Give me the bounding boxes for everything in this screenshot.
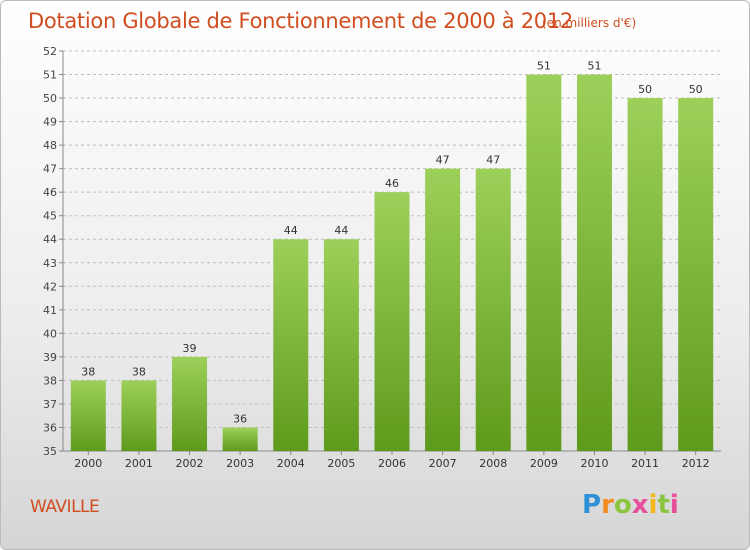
logo-letter: i [669,490,679,520]
bar [526,74,562,451]
bar [475,168,511,451]
y-tick-label: 41 [43,304,57,317]
commune-name: WAVILLE [30,497,100,517]
bar [576,74,612,451]
x-tick-label: 2003 [226,457,254,470]
logo-letter: o [613,490,632,520]
bar [222,427,258,451]
bar-value-label: 46 [385,177,399,190]
y-tick-label: 37 [43,398,57,411]
y-tick-label: 45 [43,210,57,223]
x-tick-label: 2006 [378,457,406,470]
bar-value-label: 38 [81,365,95,378]
logo-letter: i [648,490,658,520]
bar [627,98,663,451]
bar [70,380,106,451]
y-tick-label: 50 [43,92,57,105]
bar-value-label: 51 [537,60,551,73]
x-tick-label: 2011 [631,457,659,470]
logo-letter: P [582,490,602,520]
logo-letter: r [601,490,614,520]
y-tick-label: 39 [43,351,57,364]
x-tick-label: 2005 [327,457,355,470]
y-tick-label: 40 [43,327,57,340]
y-tick-label: 43 [43,257,57,270]
y-tick-label: 52 [43,45,57,58]
y-tick-label: 42 [43,280,57,293]
x-tick-label: 2008 [479,457,507,470]
bar [273,239,309,451]
logo-letter: x [631,490,649,520]
bar-value-label: 44 [284,224,298,237]
bar-value-label: 50 [638,83,652,96]
x-tick-label: 2002 [176,457,204,470]
x-tick-label: 2009 [530,457,558,470]
y-tick-label: 46 [43,186,57,199]
bar-value-label: 47 [436,154,450,167]
bar [374,192,410,452]
chart-unit: (en milliers d'€) [542,16,637,30]
bar-value-label: 38 [132,365,146,378]
y-tick-label: 49 [43,116,57,129]
bar [323,239,359,451]
bar-value-label: 44 [334,224,348,237]
logo-letter: t [657,490,670,520]
x-tick-label: 2000 [74,457,102,470]
bar-value-label: 39 [183,342,197,355]
bar-value-label: 47 [486,154,500,167]
chart-title: Dotation Globale de Fonctionnement de 20… [28,9,573,33]
x-tick-label: 2007 [429,457,457,470]
x-tick-label: 2004 [277,457,305,470]
bar [678,98,714,451]
y-tick-label: 35 [43,445,57,458]
x-tick-label: 2010 [580,457,608,470]
y-tick-label: 51 [43,69,57,82]
y-tick-label: 47 [43,163,57,176]
y-tick-label: 48 [43,139,57,152]
y-tick-label: 36 [43,421,57,434]
y-tick-label: 38 [43,374,57,387]
bar-value-label: 51 [587,60,601,73]
proxiti-logo: Proxiti [582,490,679,520]
bar [121,380,157,451]
x-tick-label: 2012 [682,457,710,470]
x-tick-label: 2001 [125,457,153,470]
bar [425,168,461,451]
bar-value-label: 50 [689,83,703,96]
bar [172,356,208,451]
y-tick-label: 44 [43,233,57,246]
bar-value-label: 36 [233,412,247,425]
